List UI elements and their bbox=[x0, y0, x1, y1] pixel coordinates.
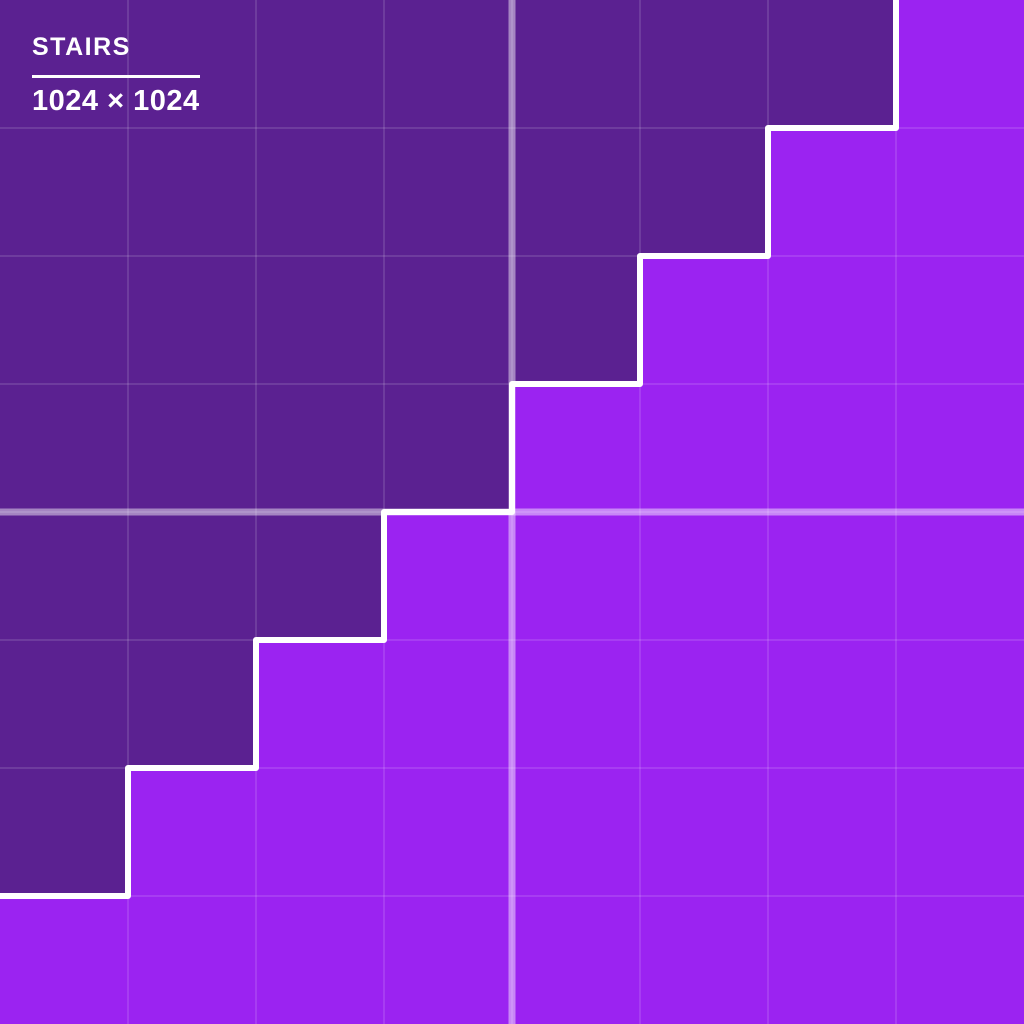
title-underline-divider bbox=[32, 75, 200, 78]
size-label: 1024 × 1024 bbox=[32, 85, 200, 117]
page-title: STAIRS bbox=[32, 33, 131, 61]
image-label-block: STAIRS 1024 × 1024 bbox=[32, 35, 200, 116]
